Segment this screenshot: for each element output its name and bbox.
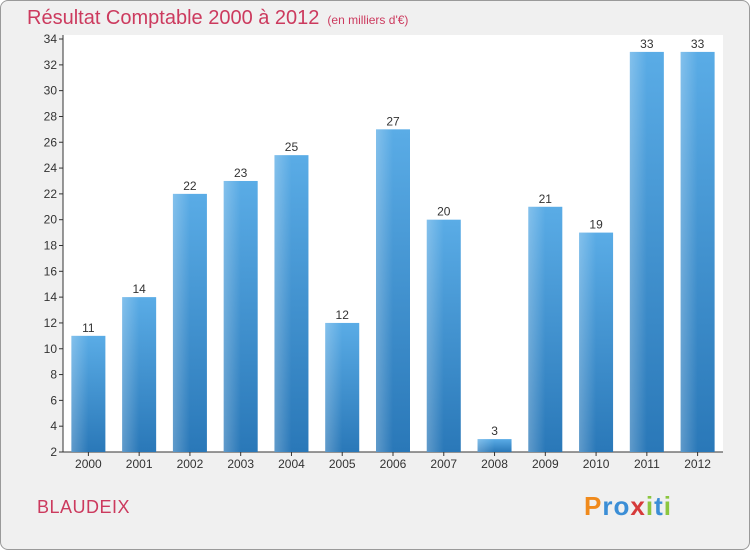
x-tick-label: 2008 — [481, 457, 508, 471]
x-tick-label: 2006 — [380, 457, 407, 471]
bar-value-label: 14 — [132, 282, 146, 296]
y-tick-label: 16 — [44, 264, 58, 278]
logo-letter: r — [602, 491, 614, 521]
bar-value-label: 19 — [589, 218, 603, 232]
y-tick-label: 8 — [50, 368, 57, 382]
bar-value-label: 33 — [640, 37, 654, 51]
bar-value-label: 21 — [539, 192, 553, 206]
bar-highlight — [223, 180, 241, 452]
bar-highlight — [122, 297, 140, 452]
bar-value-label: 3 — [491, 424, 498, 438]
logo-letter: i — [663, 491, 672, 521]
x-tick-label: 2005 — [329, 457, 356, 471]
y-tick-label: 28 — [44, 109, 58, 123]
y-tick-label: 10 — [44, 342, 58, 356]
logo-letter: x — [630, 491, 646, 521]
location-label: BLAUDEIX — [37, 497, 131, 517]
bar-highlight — [274, 155, 292, 452]
y-tick-label: 2 — [50, 445, 57, 459]
bar-value-label: 25 — [285, 140, 299, 154]
y-tick-label: 12 — [44, 316, 58, 330]
x-tick-label: 2004 — [278, 457, 305, 471]
x-tick-label: 2003 — [227, 457, 254, 471]
bar-highlight — [325, 322, 343, 452]
bar-highlight — [426, 219, 444, 452]
logo-letter: i — [645, 491, 655, 521]
bar-highlight — [528, 206, 546, 452]
y-tick-label: 4 — [50, 419, 57, 433]
logo-letter: o — [613, 491, 631, 521]
chart-title-row: Résultat Comptable 2000 à 2012 (en millie… — [27, 7, 408, 30]
bar-value-label: 11 — [82, 321, 95, 335]
chart-subtitle: (en milliers d'€) — [327, 13, 409, 27]
bar-highlight — [579, 232, 597, 452]
bar-highlight — [477, 439, 495, 452]
logo-letter: P — [584, 491, 603, 521]
bar-highlight — [71, 335, 89, 452]
proxiti-logo: Proxiti — [584, 491, 672, 522]
x-tick-label: 2002 — [177, 457, 204, 471]
y-tick-label: 26 — [44, 135, 58, 149]
x-tick-label: 2000 — [75, 457, 102, 471]
y-tick-label: 34 — [44, 32, 58, 46]
y-tick-label: 24 — [44, 161, 58, 175]
bar-value-label: 23 — [234, 166, 248, 180]
bar-highlight — [629, 51, 647, 452]
chart-title: Résultat Comptable 2000 à 2012 — [27, 7, 320, 29]
x-tick-label: 2010 — [583, 457, 610, 471]
y-tick-label: 14 — [44, 290, 58, 304]
x-tick-label: 2001 — [126, 457, 153, 471]
y-tick-label: 18 — [44, 239, 58, 253]
x-tick-label: 2007 — [430, 457, 457, 471]
bar-value-label: 20 — [437, 205, 451, 219]
y-tick-label: 32 — [44, 58, 58, 72]
bar-value-label: 12 — [336, 308, 350, 322]
bar-highlight — [172, 193, 190, 452]
bar-value-label: 27 — [386, 114, 400, 128]
bar-value-label: 33 — [691, 37, 705, 51]
bar-value-label: 22 — [183, 179, 197, 193]
x-tick-label: 2009 — [532, 457, 559, 471]
y-tick-label: 6 — [50, 393, 57, 407]
logo-letter: t — [654, 491, 664, 521]
y-tick-label: 30 — [44, 84, 58, 98]
y-tick-label: 20 — [44, 213, 58, 227]
bar-highlight — [376, 129, 393, 452]
x-tick-label: 2011 — [634, 457, 660, 471]
x-tick-label: 2012 — [684, 457, 711, 471]
y-tick-label: 22 — [44, 187, 58, 201]
bar-highlight — [680, 51, 698, 452]
